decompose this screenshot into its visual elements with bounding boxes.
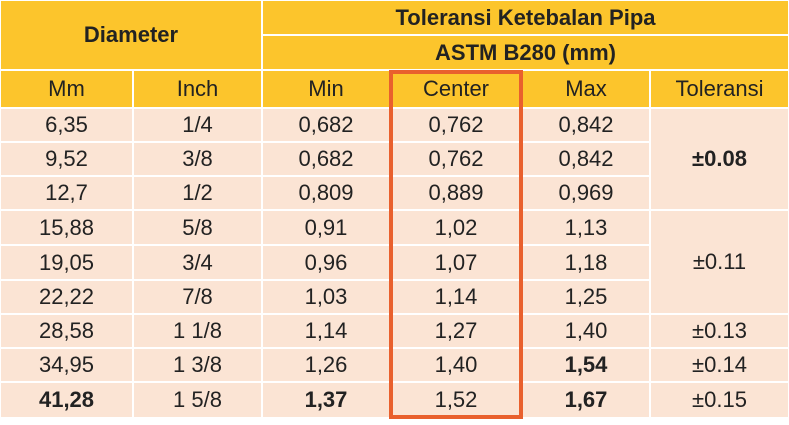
table-cell: 15,88 <box>0 210 133 245</box>
table-cell: 1,40 <box>390 348 522 382</box>
header-cell: Diameter <box>0 0 262 70</box>
header-cell: Toleransi Ketebalan Pipa <box>262 0 789 35</box>
table-cell: 0,969 <box>522 176 650 210</box>
column-header: Mm <box>0 70 133 108</box>
table-cell: 1,02 <box>390 210 522 245</box>
tolerance-cell: ±0.14 <box>650 348 789 382</box>
table-cell: 1,27 <box>390 314 522 348</box>
table-cell: 1,67 <box>522 382 650 418</box>
table-cell: 1,25 <box>522 280 650 314</box>
tolerance-cell: ±0.13 <box>650 314 789 348</box>
column-header: Max <box>522 70 650 108</box>
table-cell: 1 3/8 <box>133 348 262 382</box>
table-cell: 1 5/8 <box>133 382 262 418</box>
table-cell: 12,7 <box>0 176 133 210</box>
tolerance-cell: ±0.15 <box>650 382 789 418</box>
column-header: Inch <box>133 70 262 108</box>
table-cell: 0,96 <box>262 245 390 280</box>
table-cell: 19,05 <box>0 245 133 280</box>
table-cell: 34,95 <box>0 348 133 382</box>
header-cell: ASTM B280 (mm) <box>262 35 789 70</box>
table-cell: 0,682 <box>262 108 390 142</box>
column-header: Min <box>262 70 390 108</box>
table-cell: 0,682 <box>262 142 390 176</box>
table-cell: 3/4 <box>133 245 262 280</box>
table-cell: 22,22 <box>0 280 133 314</box>
table-cell: 3/8 <box>133 142 262 176</box>
table-cell: 9,52 <box>0 142 133 176</box>
table-cell: 1,54 <box>522 348 650 382</box>
table-cell: 6,35 <box>0 108 133 142</box>
table-cell: 0,889 <box>390 176 522 210</box>
table-cell: 0,809 <box>262 176 390 210</box>
table-cell: 0,762 <box>390 142 522 176</box>
table-cell: 1,26 <box>262 348 390 382</box>
table-cell: 1,13 <box>522 210 650 245</box>
column-header: Toleransi <box>650 70 789 108</box>
highlight-box <box>389 70 523 419</box>
table-cell: 28,58 <box>0 314 133 348</box>
table-cell: 1,37 <box>262 382 390 418</box>
column-header: Center <box>390 70 522 108</box>
table-cell: 0,842 <box>522 108 650 142</box>
table-cell: 1 1/8 <box>133 314 262 348</box>
table-cell: 1,18 <box>522 245 650 280</box>
table-cell: 7/8 <box>133 280 262 314</box>
table-cell: 0,91 <box>262 210 390 245</box>
tolerance-cell: ±0.11 <box>650 210 789 314</box>
table-cell: 0,842 <box>522 142 650 176</box>
table-cell: 1,03 <box>262 280 390 314</box>
table-cell: 5/8 <box>133 210 262 245</box>
table-cell: 1,07 <box>390 245 522 280</box>
table-cell: 1/4 <box>133 108 262 142</box>
table-cell: 0,762 <box>390 108 522 142</box>
table-cell: 1/2 <box>133 176 262 210</box>
table-cell: 1,40 <box>522 314 650 348</box>
table-cell: 1,14 <box>262 314 390 348</box>
table-cell: 41,28 <box>0 382 133 418</box>
table-cell: 1,14 <box>390 280 522 314</box>
tolerance-cell: ±0.08 <box>650 108 789 210</box>
